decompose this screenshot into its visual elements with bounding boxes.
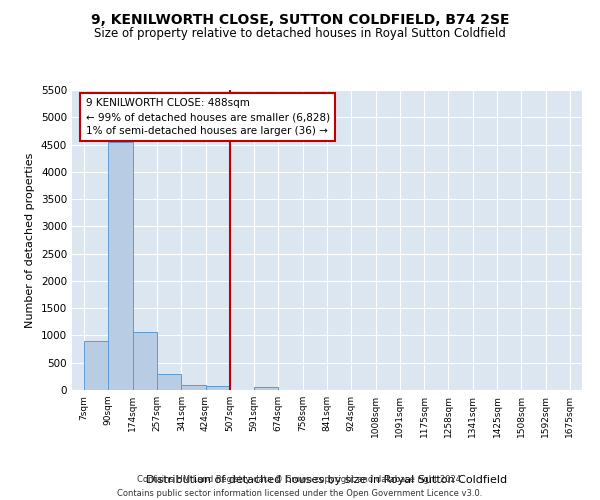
Text: Size of property relative to detached houses in Royal Sutton Coldfield: Size of property relative to detached ho…	[94, 28, 506, 40]
Bar	[133, 332, 157, 390]
Text: Contains HM Land Registry data © Crown copyright and database right 2024.
Contai: Contains HM Land Registry data © Crown c…	[118, 476, 482, 498]
Text: 9 KENILWORTH CLOSE: 488sqm
← 99% of detached houses are smaller (6,828)
1% of se: 9 KENILWORTH CLOSE: 488sqm ← 99% of deta…	[86, 98, 329, 136]
Bar	[181, 385, 206, 390]
Bar	[157, 374, 181, 390]
Text: Distribution of detached houses by size in Royal Sutton Coldfield: Distribution of detached houses by size …	[146, 475, 508, 485]
Bar	[108, 142, 133, 390]
Bar	[206, 386, 230, 390]
Text: 9, KENILWORTH CLOSE, SUTTON COLDFIELD, B74 2SE: 9, KENILWORTH CLOSE, SUTTON COLDFIELD, B…	[91, 12, 509, 26]
Bar	[84, 342, 108, 390]
Y-axis label: Number of detached properties: Number of detached properties	[25, 152, 35, 328]
Bar	[254, 387, 278, 390]
